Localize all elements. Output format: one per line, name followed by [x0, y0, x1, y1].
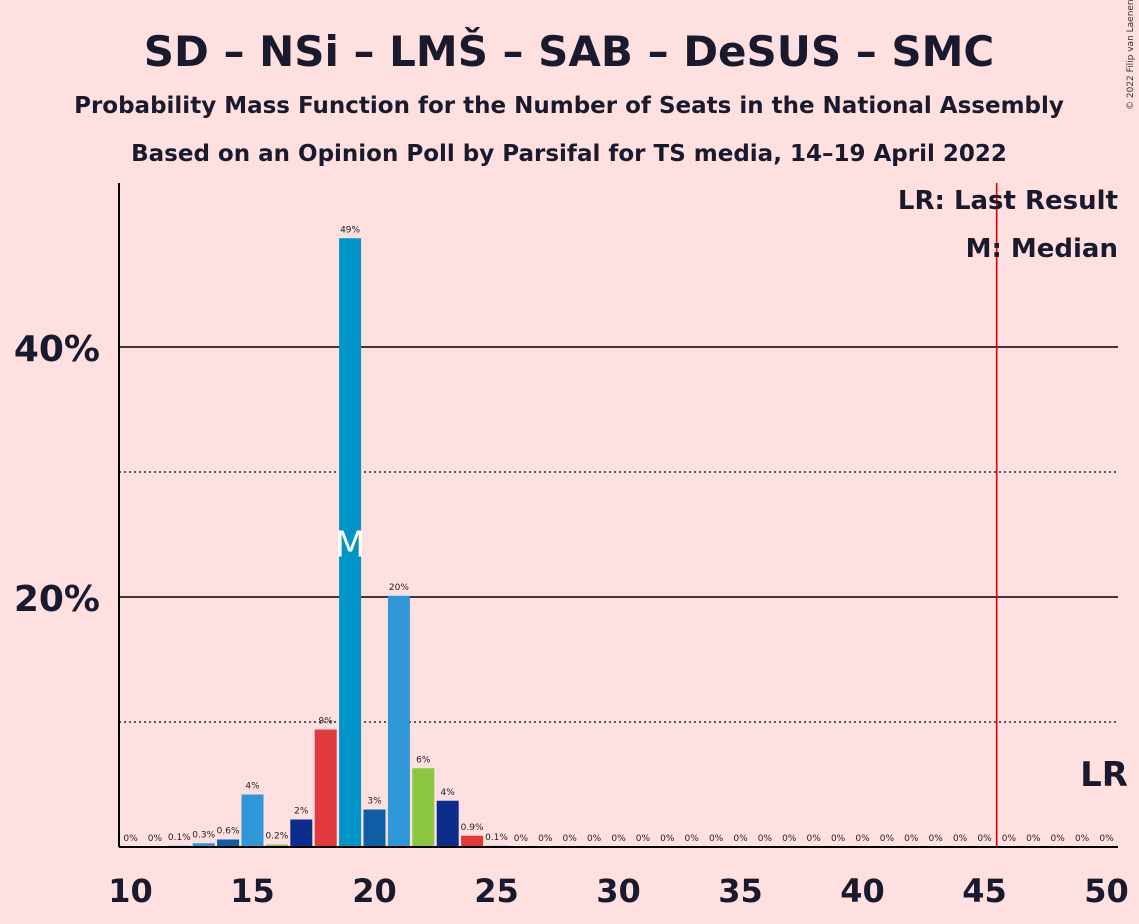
- bar-label-seat-40: 0%: [855, 834, 870, 844]
- bar-label-seat-43: 0%: [929, 834, 944, 844]
- bar-label-seat-48: 0%: [1051, 834, 1066, 844]
- x-tick-label: 40: [840, 872, 885, 910]
- bar-label-seat-14: 0.6%: [217, 827, 240, 837]
- x-tick-label: 50: [1084, 872, 1129, 910]
- bar-label-seat-44: 0%: [953, 834, 968, 844]
- legend-last-result: LR: Last Result: [898, 186, 1118, 216]
- grid-lines: [119, 346, 1118, 723]
- bar-label-seat-20: 3%: [367, 797, 382, 807]
- bar-seat-19: [339, 238, 362, 847]
- bar-label-seat-39: 0%: [831, 834, 846, 844]
- x-tick-label: 10: [108, 872, 153, 910]
- bar-label-seat-30: 0%: [611, 834, 626, 844]
- bar-label-seat-42: 0%: [904, 834, 919, 844]
- y-tick-label: 20%: [14, 579, 100, 620]
- bar-label-seat-38: 0%: [807, 834, 822, 844]
- bar-label-seat-19: 49%: [340, 225, 360, 235]
- bar-label-seat-34: 0%: [709, 834, 724, 844]
- x-tick-label: 30: [596, 872, 641, 910]
- bar-label-seat-12: 0.1%: [168, 833, 191, 843]
- bar-label-seat-47: 0%: [1026, 834, 1041, 844]
- x-tick-label: 35: [718, 872, 763, 910]
- bar-label-seat-11: 0%: [148, 834, 163, 844]
- x-tick-label: 45: [962, 872, 1007, 910]
- x-tick-label: 15: [230, 872, 275, 910]
- median-marker: M: [335, 525, 366, 566]
- bar-label-seat-23: 4%: [441, 788, 456, 798]
- chart-subtitle-1: Probability Mass Function for the Number…: [74, 93, 1064, 119]
- bar-seat-18: [314, 729, 337, 847]
- bar-seat-24: [461, 835, 484, 847]
- bar-label-seat-24: 0.9%: [461, 823, 484, 833]
- bar-label-seat-46: 0%: [1002, 834, 1017, 844]
- bar-label-seat-32: 0%: [660, 834, 675, 844]
- bar-label-seat-13: 0.3%: [192, 830, 215, 840]
- bar-label-seat-26: 0%: [514, 834, 529, 844]
- bar-label-seat-25: 0.1%: [485, 833, 508, 843]
- bar-seat-20: [363, 809, 386, 847]
- bar-seat-22: [412, 768, 435, 847]
- bar-label-seat-10: 0%: [123, 834, 138, 844]
- bar-label-seat-49: 0%: [1075, 834, 1090, 844]
- chart-subtitle-2: Based on an Opinion Poll by Parsifal for…: [131, 141, 1007, 167]
- bar-label-seat-17: 2%: [294, 807, 309, 817]
- bar-seat-13: [192, 843, 215, 847]
- bar-seat-14: [217, 839, 240, 847]
- bars-group: [168, 238, 508, 847]
- bar-label-seat-21: 20%: [389, 583, 409, 593]
- copyright-note: © 2022 Filip van Laenen: [1126, 0, 1136, 110]
- bar-label-seat-16: 0.2%: [265, 832, 288, 842]
- bar-seat-23: [436, 800, 459, 847]
- bar-label-seat-45: 0%: [977, 834, 992, 844]
- bar-seat-21: [387, 595, 410, 847]
- bar-label-seat-35: 0%: [733, 834, 748, 844]
- bar-label-seat-33: 0%: [685, 834, 700, 844]
- bar-label-seat-36: 0%: [758, 834, 773, 844]
- legend-median: M: Median: [966, 234, 1118, 264]
- bar-label-seat-18: 9%: [319, 717, 334, 727]
- bar-seat-17: [290, 819, 313, 847]
- bar-seat-15: [241, 794, 264, 847]
- chart-title: SD – NSi – LMŠ – SAB – DeSUS – SMC: [144, 26, 995, 76]
- y-tick-label: 40%: [14, 329, 100, 370]
- axes-group: 10 15 20 25 30 35 40 45 50 20% 40%: [14, 183, 1129, 910]
- lr-marker-label: LR: [1080, 755, 1128, 795]
- bar-label-seat-28: 0%: [563, 834, 578, 844]
- bar-seat-16: [265, 844, 288, 847]
- bar-label-seat-15: 4%: [245, 782, 260, 792]
- x-tick-label: 25: [474, 872, 519, 910]
- bar-label-seat-27: 0%: [538, 834, 553, 844]
- bar-label-seat-41: 0%: [880, 834, 895, 844]
- bar-label-seat-31: 0%: [636, 834, 651, 844]
- bar-label-seat-22: 6%: [416, 755, 431, 765]
- bar-label-seat-37: 0%: [782, 834, 797, 844]
- bar-labels-group: 0% 0% 0.1% 0.3% 0.6%4%0.2%2%9%49%3%20%6%4%0.…: [123, 183, 1114, 847]
- bar-label-seat-29: 0%: [587, 834, 602, 844]
- x-tick-label: 20: [352, 872, 397, 910]
- bar-label-seat-50: 0%: [1099, 834, 1114, 844]
